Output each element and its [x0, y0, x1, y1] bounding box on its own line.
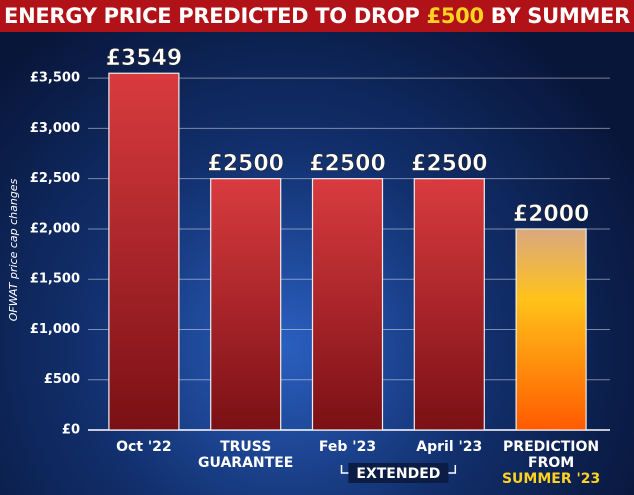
x-tick-label: April '23 — [416, 439, 482, 455]
x-tick-label: PREDICTION — [503, 439, 599, 455]
value-label: £2500 — [207, 152, 284, 177]
value-label: £2500 — [309, 152, 386, 177]
x-tick-label: FROM — [528, 455, 574, 471]
y-tick-label: £1,000 — [30, 322, 80, 337]
bar — [311, 178, 384, 431]
annotation: EXTENDED — [356, 466, 440, 482]
y-tick-label: £0 — [62, 423, 80, 438]
y-axis-label: OFWAT price cap changes — [7, 178, 20, 321]
x-tick-label: Oct '22 — [116, 439, 172, 455]
value-label: £3549 — [106, 46, 183, 71]
annotation-bg — [348, 463, 449, 483]
y-tick-label: £2,500 — [30, 171, 80, 186]
chart-title: ENERGY PRICE PREDICTED TO DROP £500 BY S… — [0, 0, 634, 32]
y-tick-label: £500 — [44, 372, 80, 387]
value-label: £2500 — [411, 152, 488, 177]
y-tick-label: £3,500 — [30, 71, 80, 86]
title-highlight: £500 — [426, 4, 485, 28]
x-tick-label: GUARANTEE — [198, 455, 293, 471]
bar — [210, 178, 282, 431]
bar — [413, 178, 485, 431]
y-tick-label: £2,000 — [30, 221, 80, 236]
x-tick-label: Feb '23 — [319, 439, 376, 455]
x-tick-label: SUMMER '23 — [502, 471, 600, 487]
y-tick-label: £1,500 — [30, 272, 80, 287]
value-label: £2000 — [513, 202, 590, 227]
y-tick-label: £3,000 — [30, 121, 80, 136]
bar — [515, 228, 587, 431]
title-part: BY SUMMER — [483, 4, 630, 28]
bar — [108, 72, 180, 431]
title-part: ENERGY PRICE PREDICTED TO DROP — [4, 4, 427, 28]
x-tick-label: TRUSS — [220, 439, 271, 455]
